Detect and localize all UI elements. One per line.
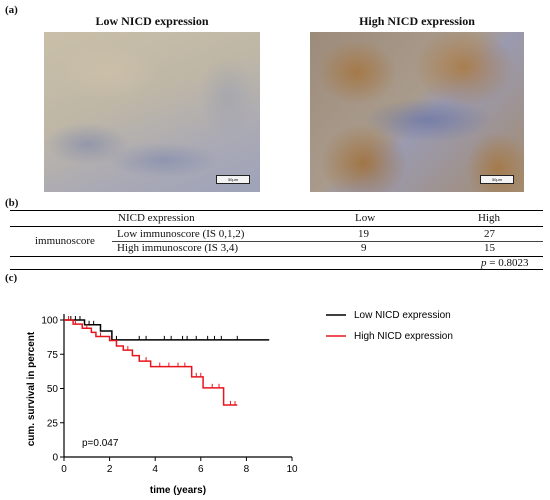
table-header-high: High [478,212,500,224]
panel-a-label: (a) [5,4,18,16]
scale-bar-text: 50µm [227,177,239,182]
table-bottom-rule [10,269,543,270]
y-tick-label: 75 [47,350,59,361]
y-tick-label: 50 [47,384,59,395]
survival-curve-high [64,319,238,406]
table-cell-high: 15 [484,242,495,254]
y-tick-label: 0 [52,453,58,464]
x-tick-label: 4 [152,464,158,475]
table-header-rule [10,226,543,227]
table-row-group-immunoscore: immunoscore [35,235,95,247]
table-cell-low: 9 [361,242,367,254]
low-nicd-micrograph: 50µm [44,32,260,192]
survival-chart: 0 25 50 75 100 0 2 4 6 8 10 cum. survival in perce… [26,310,453,496]
p-value-symbol: p [481,257,487,269]
table-cell-low: 19 [358,228,369,240]
table-row-divider [112,241,543,242]
table-cell-high: 27 [484,228,495,240]
y-tick-label: 25 [47,418,59,429]
table-top-rule [10,210,543,211]
chart-series [64,316,270,406]
scale-bar: 50µm [480,175,514,184]
x-tick-label: 10 [286,464,298,475]
x-tick-label: 2 [107,464,113,475]
legend-label-low: Low NICD expression [354,310,451,321]
y-tick-label: 100 [41,316,58,327]
p-value: p = 0.8023 [481,257,528,269]
table-header-nicd-expression: NICD expression [118,212,195,224]
high-nicd-image-title: High NICD expression [359,14,475,28]
low-nicd-image-title: Low NICD expression [95,14,209,28]
p-value-number: = 0.8023 [486,257,529,269]
panel-c-label: (c) [5,272,18,284]
x-axis-label: time (years) [150,485,206,496]
scale-bar: 50µm [216,175,250,184]
legend-label-high: High NICD expression [354,331,453,342]
x-tick-label: 6 [198,464,204,475]
scale-bar-text: 50µm [491,177,503,182]
y-axis-label: cum. survival in percent [26,331,37,446]
table-row-label: Low immunoscore (IS 0,1,2) [117,228,245,240]
high-nicd-micrograph: 50µm [310,32,524,192]
p-value-annotation: p=0.047 [82,438,119,449]
x-tick-label: 0 [61,464,67,475]
chart-axes: 0 25 50 75 100 0 2 4 6 8 10 [41,314,298,475]
table-row-label: High immunoscore (IS 3,4) [117,242,238,254]
x-tick-label: 8 [244,464,250,475]
survival-curve-low [64,319,270,341]
table-body-rule [10,256,543,257]
panel-b-label: (b) [5,197,19,209]
table-header-low: Low [355,212,376,224]
